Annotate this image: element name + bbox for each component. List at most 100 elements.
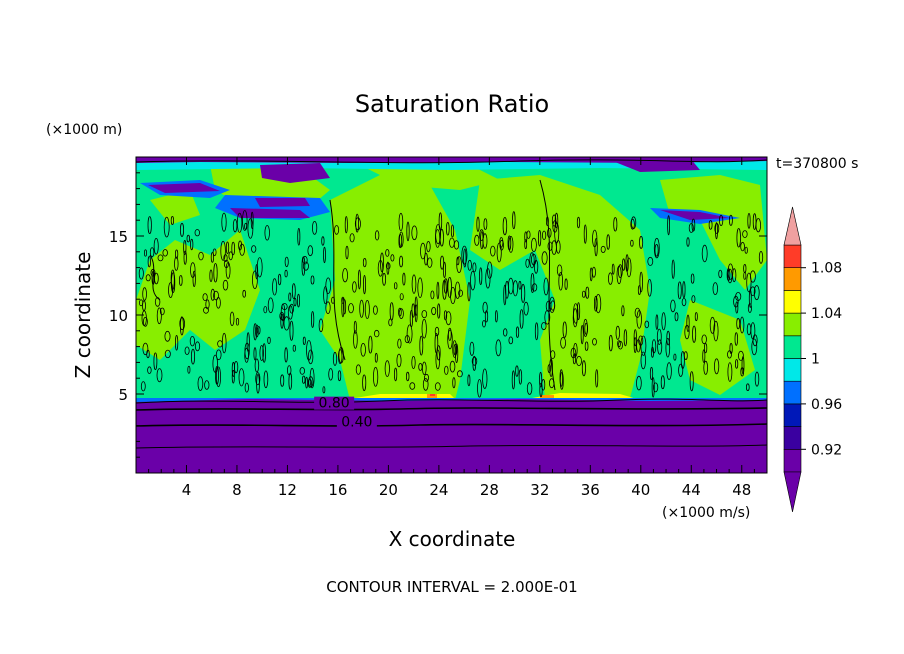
contour-blob (149, 247, 155, 258)
contour-blob (159, 307, 165, 316)
y-tick-label: 15 (109, 228, 128, 246)
contour-blob (215, 365, 219, 385)
contour-blob (280, 374, 285, 387)
contour-blob (480, 231, 484, 250)
contour-blob (547, 227, 552, 238)
contour-blob (740, 241, 745, 252)
contour-blob (550, 300, 556, 311)
contour-blob (251, 245, 257, 253)
contour-blob (617, 340, 621, 348)
contour-blob (231, 369, 235, 384)
contour-blob (531, 237, 537, 252)
contour-blob (686, 314, 690, 333)
contour-blob (483, 218, 488, 231)
contour-blob (264, 225, 270, 241)
contour-blob (254, 358, 260, 373)
contour-blob (168, 282, 174, 299)
contour-blob (684, 324, 690, 340)
contour-blob (331, 296, 335, 304)
contour-blob (611, 263, 615, 275)
contour-blob (677, 281, 682, 300)
contour-blob (678, 363, 684, 377)
contour-blob (187, 365, 191, 374)
contour-blob (515, 326, 520, 339)
contour-blob (564, 278, 568, 291)
contour-blob (143, 249, 147, 257)
contour-blob (440, 255, 445, 270)
contour-blob (654, 244, 659, 257)
contour-blob (203, 306, 209, 314)
contour-blob (364, 299, 370, 319)
colorbar-tick-label: 0.96 (811, 397, 842, 413)
contour-blob (213, 263, 218, 283)
contour-blob (194, 229, 200, 237)
contour-blob (508, 235, 514, 253)
contour-blob (145, 274, 151, 282)
contour-blob (398, 307, 402, 317)
contour-blob (228, 251, 233, 261)
contour-blob (250, 211, 254, 229)
contour-blob (332, 351, 338, 366)
contour-blob (758, 250, 764, 264)
contour-blob (541, 251, 548, 265)
contour-blob (738, 350, 744, 361)
x-tick-label: 16 (328, 481, 347, 499)
contour-lines (136, 159, 767, 449)
contour-blob (146, 349, 150, 359)
contour-blob (212, 248, 217, 257)
contour-blob (197, 376, 204, 392)
contour-blob (651, 346, 655, 358)
contour-blob (613, 217, 618, 232)
contour-blob (751, 338, 758, 356)
contour-blob (727, 362, 733, 382)
contour-blob (499, 237, 504, 248)
contour-blob (736, 228, 741, 248)
contour-blob (713, 320, 719, 342)
x-tick-label: 28 (480, 481, 499, 499)
contour-blob (406, 221, 410, 242)
contour-blob (572, 353, 577, 365)
contour-blob (531, 253, 537, 266)
contour-blob (283, 316, 290, 331)
contour-blob (411, 225, 418, 241)
contour-blob (537, 229, 542, 247)
contour-blob (534, 322, 539, 341)
contour-blob (503, 284, 507, 306)
contour-blob (694, 312, 698, 322)
contour-blob (750, 270, 756, 283)
contour-blob (471, 356, 478, 366)
red-patch (430, 394, 435, 396)
contour-blob (242, 210, 248, 231)
colorbar-swatch (783, 335, 802, 359)
contour-blob (692, 325, 697, 343)
contour-blob (626, 257, 632, 278)
contour-blob (362, 257, 367, 268)
contour-blob (477, 379, 482, 398)
contour-blob (550, 350, 556, 360)
x-tick-label: 44 (682, 481, 701, 499)
contour-blob (665, 337, 671, 358)
contour-blob (443, 278, 448, 294)
colorbar-swatch (783, 290, 802, 314)
green-patch (560, 300, 630, 400)
contour-blob (349, 233, 355, 243)
contour-blob (421, 318, 427, 339)
contour-blob (147, 216, 152, 235)
colorbar: 0.92 0.96 1 1.04 1.08 (783, 206, 842, 513)
x-tick-label: 12 (278, 481, 297, 499)
contour-blob (372, 305, 378, 315)
contour-blob (630, 239, 634, 247)
contour-blob (581, 290, 586, 298)
contour-blob (583, 224, 587, 244)
contour-blob (746, 323, 752, 336)
contour-blob (414, 296, 418, 316)
contour-blob (404, 335, 410, 344)
contour-line (136, 423, 767, 427)
x-tick-label: 32 (530, 481, 549, 499)
contour-blob (421, 309, 428, 319)
contour-blob (406, 371, 410, 382)
colorbar-swatch (783, 448, 802, 473)
dry-band (660, 210, 730, 220)
colorbar-swatch (783, 403, 802, 427)
contour-blob (362, 374, 367, 392)
